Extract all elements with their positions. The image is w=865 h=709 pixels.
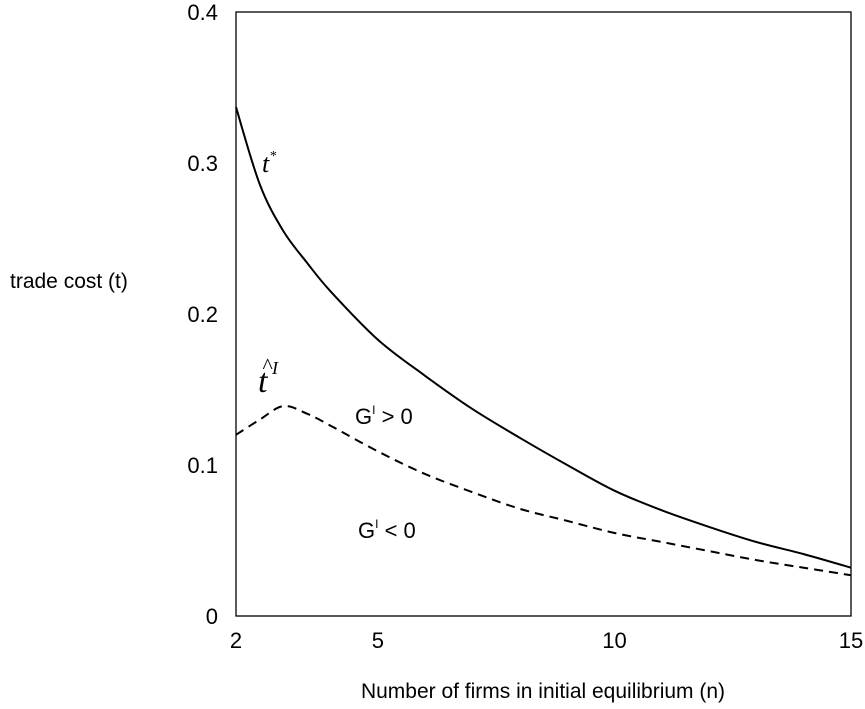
- x-axis-tick-labels: 2 5 10 15: [230, 628, 863, 653]
- y-axis-tick-labels: 0 0.1 0.2 0.3 0.4: [187, 0, 218, 629]
- y-tick-label: 0.1: [187, 453, 218, 478]
- x-tick-label: 10: [602, 628, 626, 653]
- series-label-t-hat-main: t: [258, 363, 269, 400]
- x-tick-label: 2: [230, 628, 242, 653]
- plot-area-frame: [235, 11, 852, 617]
- x-axis-title: Number of firms in initial equilibrium (…: [361, 680, 725, 703]
- x-tick-label: 15: [839, 628, 863, 653]
- y-tick-label: 0.4: [187, 0, 218, 25]
- region-label-above: GI > 0: [355, 403, 413, 429]
- series-label-t-star-main: t: [262, 149, 270, 178]
- y-tick-label: 0.3: [187, 151, 218, 176]
- y-tick-label: 0.2: [187, 302, 218, 327]
- region-label-above-rest: > 0: [375, 404, 412, 429]
- series-label-t-star: t*: [262, 149, 276, 178]
- region-label-below-rest: < 0: [378, 518, 415, 543]
- region-label-above-base: G: [355, 404, 372, 429]
- series-layer: [235, 106, 852, 577]
- y-tick-label: 0: [206, 604, 218, 629]
- series-label-t-star-superscript: *: [269, 149, 276, 164]
- series-label-t-hat-hat: ^: [262, 353, 273, 378]
- series-line-t-star: [235, 106, 852, 569]
- series-line-t-hat: [235, 405, 852, 577]
- y-axis-title: trade cost (t): [10, 270, 128, 293]
- x-tick-label: 5: [372, 628, 384, 653]
- series-label-t-hat-superscript: I: [271, 358, 279, 378]
- region-label-above-superscript: I: [372, 403, 375, 417]
- region-label-below-superscript: I: [375, 517, 378, 531]
- region-label-below-base: G: [358, 518, 375, 543]
- region-label-below: GI < 0: [358, 517, 416, 543]
